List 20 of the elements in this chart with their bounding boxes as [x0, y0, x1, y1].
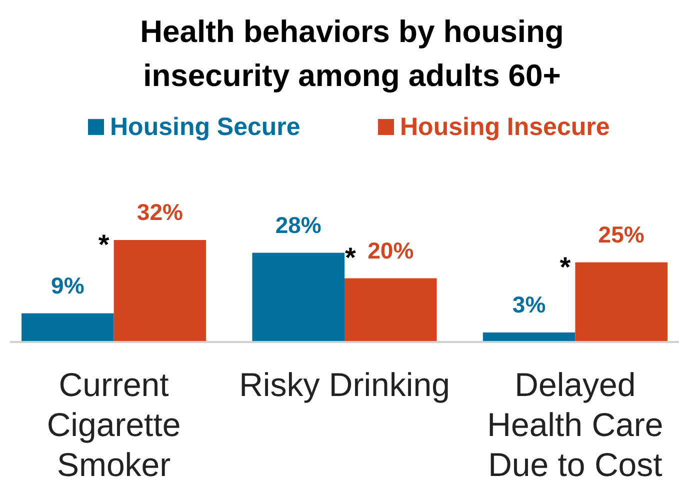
data-label: 20%: [368, 237, 414, 264]
x-tick-label: Current Cigarette Smoker: [46, 366, 181, 483]
data-label: 25%: [598, 221, 644, 248]
annotation: *: [98, 229, 110, 260]
legend-label: Housing Secure: [110, 113, 300, 141]
data-label: 32%: [136, 199, 183, 225]
bar: [344, 278, 437, 342]
annotation: *: [560, 251, 571, 282]
bar: [22, 313, 114, 342]
x-tick-label: Delayed Health Care Due to Cost: [487, 366, 664, 483]
bar: [252, 252, 344, 342]
chart-title: Health behaviors by housing insecurity among adults 60+: [140, 14, 564, 93]
bar: [575, 262, 668, 342]
bar: [114, 240, 206, 342]
data-label: 9%: [51, 272, 84, 298]
annotation: *: [345, 242, 356, 273]
data-label: 3%: [512, 291, 546, 318]
data-label: 28%: [275, 212, 322, 238]
x-tick-label: Risky Drinking: [239, 366, 450, 403]
legend-label: Housing Insecure: [400, 113, 610, 141]
